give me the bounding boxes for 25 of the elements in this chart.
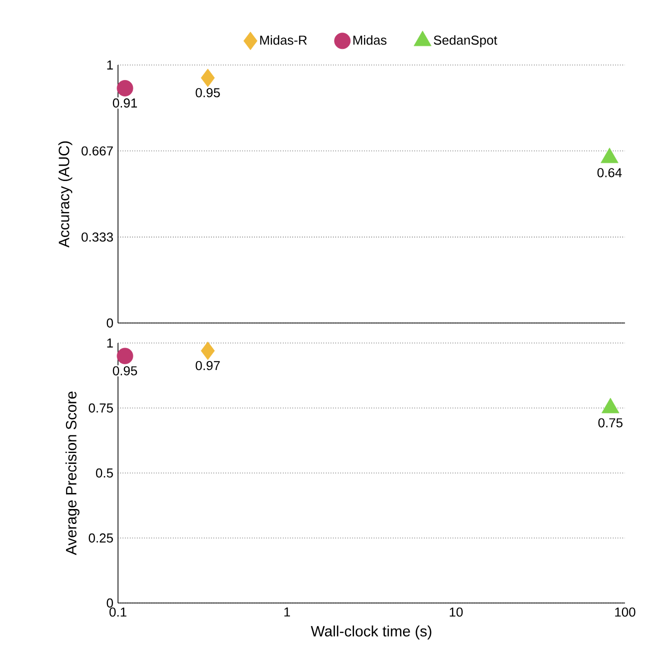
- legend-label: Midas-R: [260, 35, 307, 45]
- legend-label: Midas: [353, 35, 386, 45]
- data-label: 0.95: [112, 366, 138, 376]
- y-tick-label: 0.333: [82, 232, 113, 242]
- data-label: 0.95: [196, 88, 220, 98]
- y-tick-label: 1: [107, 338, 113, 348]
- y-tick-label: 0.25: [88, 533, 113, 543]
- legend-label: SedanSpot: [434, 35, 498, 48]
- y-axis-title: Accuracy (AUC): [58, 141, 72, 248]
- x-tick-label: 100: [615, 608, 636, 617]
- y-tick-label: 0: [106, 318, 113, 328]
- x-tick-label: 1: [284, 608, 290, 616]
- y-tick-label: 0.75: [88, 403, 113, 413]
- y-tick-label: 0.5: [96, 468, 113, 478]
- data-label: 0.64: [597, 168, 622, 178]
- x-tick-label: 10: [450, 608, 463, 617]
- y-axis-title: Average Precision Score: [66, 392, 80, 556]
- data-label: 0.91: [112, 98, 137, 108]
- y-tick-label: 1: [107, 60, 113, 70]
- data-label: 0.75: [598, 418, 622, 428]
- x-axis-title: Wall-clock time (s): [310, 626, 432, 640]
- x-tick-label: 0.1: [109, 608, 126, 617]
- data-label: 0.97: [196, 360, 220, 370]
- y-tick-label: 0: [106, 598, 113, 608]
- y-tick-label: 0.667: [82, 146, 113, 156]
